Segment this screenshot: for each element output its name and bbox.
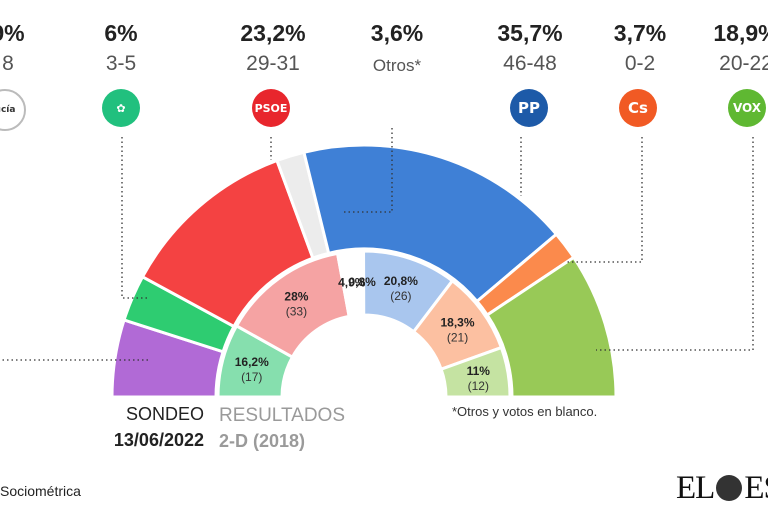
party-pct: 3,7%	[613, 20, 667, 46]
resultados-label: RESULTADOS	[219, 405, 345, 426]
outer-segment-6	[485, 255, 618, 399]
party-seats: 3-5	[105, 52, 137, 75]
logo-text: VOX	[732, 101, 762, 115]
inner-pct-label-6: 11%	[467, 364, 491, 378]
leader-line-3	[344, 128, 393, 213]
inner-seats-label-6: (12)	[468, 379, 489, 393]
inner-pct-label-5: 18,3%	[441, 315, 475, 329]
sondeo-label: SONDEO	[125, 404, 204, 424]
party-pct: 9%	[0, 20, 25, 46]
party-seats: 20-22	[719, 52, 768, 75]
inner-segment-6	[439, 345, 512, 399]
psoe-logo: PSOE	[252, 89, 290, 127]
party-pct: 23,2%	[240, 20, 306, 46]
leader-lines	[0, 128, 754, 361]
inner-seats-label-0: (17)	[241, 370, 262, 384]
inner-seats-label-5: (21)	[447, 330, 468, 344]
party-pct: 3,6%	[370, 20, 424, 46]
party-pct: 18,9%	[713, 20, 768, 46]
party-seats: 46-48	[503, 52, 557, 75]
logo-text: ucía	[0, 105, 16, 115]
outer-segment-4	[302, 143, 559, 304]
brand-right: ESP	[744, 470, 768, 506]
inner-pct-label-0: 16,2%	[235, 355, 269, 369]
adelante-andalucia-logo: ✿	[102, 89, 140, 127]
inner-pct-label-3: 0,8%	[348, 275, 376, 289]
vox-logo: VOX	[728, 89, 766, 127]
lion-icon	[716, 475, 743, 501]
inner-ring	[216, 249, 512, 399]
source-credit: Sociométrica	[0, 483, 81, 499]
party-pct: 6%	[104, 20, 138, 46]
logo-text: Cs	[628, 99, 648, 117]
brand-left: EL	[676, 470, 715, 506]
inner-pct-label-1: 28%	[284, 290, 308, 304]
el-espanol-logo: EL ESP	[676, 470, 768, 507]
leader-line-6	[596, 137, 754, 351]
inner-pct-label-4: 20,8%	[384, 274, 418, 288]
inner-seats-label-1: (33)	[286, 305, 307, 319]
pp-logo: PP	[510, 89, 548, 127]
party-seats: Otros*	[372, 56, 422, 75]
party-pct: 35,7%	[497, 20, 563, 46]
leader-line-5	[565, 137, 643, 263]
resultados-date: 2-D (2018)	[219, 431, 306, 451]
inner-labels: 16,2%(17) 28%(33) 4,9%0,8% 20,8%(26) 18,3%(2…	[235, 274, 491, 393]
party-seats: 8	[2, 52, 14, 75]
otros-footnote: *Otros y votos en blanco.	[452, 404, 598, 419]
cs-logo: Cs	[619, 89, 657, 127]
party-seats: 29-31	[246, 52, 300, 75]
outer-ring	[110, 143, 618, 399]
logo-text: PSOE	[254, 101, 288, 115]
party-seats: 0-2	[624, 52, 656, 75]
inner-pct-label-2: 4,9%	[338, 276, 366, 290]
logo-text: PP	[518, 99, 540, 117]
inner-seats-label-4: (26)	[390, 289, 411, 303]
sondeo-date: 13/06/2022	[113, 430, 204, 450]
